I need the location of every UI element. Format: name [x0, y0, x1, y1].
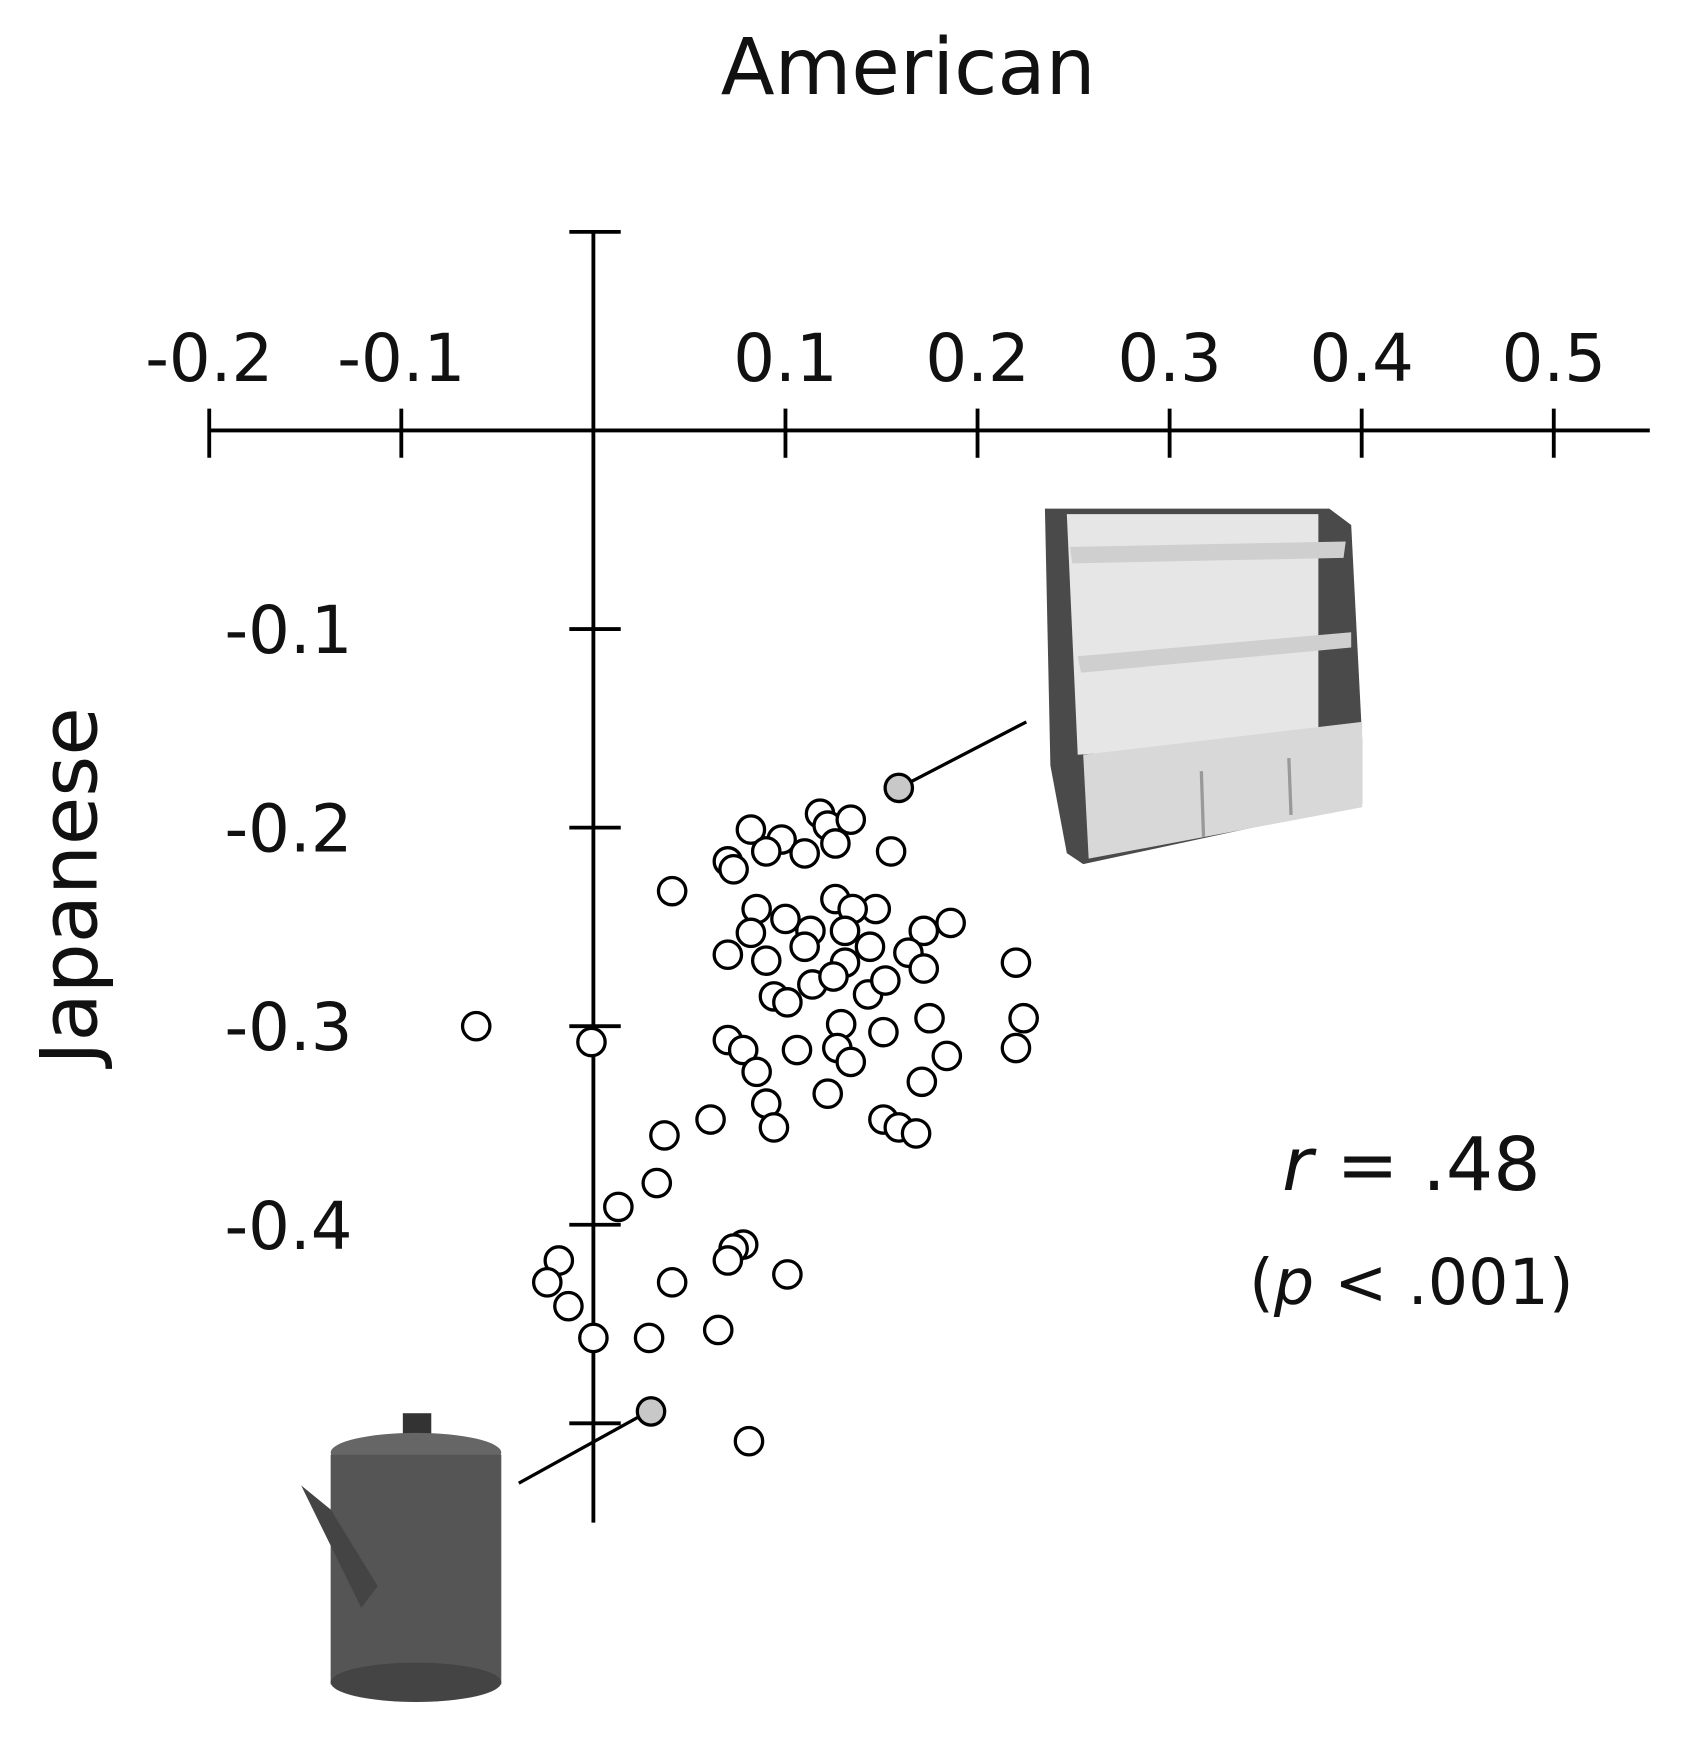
- point: [553, 1290, 584, 1322]
- point: [914, 1002, 945, 1034]
- y-tick-label: -0.1: [225, 593, 353, 669]
- point: [649, 1120, 680, 1151]
- point: [635, 1396, 667, 1427]
- point: [906, 1066, 938, 1098]
- point: [812, 1078, 844, 1110]
- point: [935, 907, 966, 939]
- points: [460, 772, 1039, 1457]
- y-tick-label: -0.3: [225, 990, 353, 1066]
- point: [576, 1026, 607, 1058]
- point: [781, 1034, 813, 1066]
- point: [908, 953, 940, 984]
- point: [1000, 947, 1032, 978]
- y-tick-label: -0.4: [225, 1189, 353, 1265]
- y-tick-label: -0.2: [225, 792, 353, 868]
- point: [460, 1010, 492, 1042]
- point: [908, 915, 940, 947]
- point: [712, 939, 744, 971]
- point: [789, 931, 820, 963]
- point: [603, 1191, 634, 1223]
- point: [789, 838, 820, 869]
- point: [1000, 1032, 1032, 1064]
- point: [735, 917, 767, 949]
- point: [854, 931, 886, 963]
- y-axis-title: Japanese: [24, 707, 116, 1070]
- point: [702, 1314, 734, 1346]
- x-tick-label: 0.1: [733, 321, 837, 397]
- point: [718, 853, 749, 885]
- teapot-image: [301, 1413, 643, 1702]
- point: [578, 1322, 609, 1354]
- point: [835, 1046, 867, 1078]
- point: [772, 987, 803, 1018]
- point: [900, 1118, 932, 1149]
- x-tick-label: 0.3: [1117, 321, 1221, 397]
- point: [772, 1259, 803, 1290]
- point: [820, 828, 851, 859]
- point: [818, 961, 849, 992]
- point: [531, 1267, 563, 1298]
- point: [829, 915, 861, 947]
- stat-open: (: [1249, 1245, 1274, 1319]
- x-tick-label: -0.2: [145, 321, 273, 397]
- point: [875, 836, 907, 867]
- point: [656, 875, 688, 907]
- point: [770, 903, 801, 935]
- stat-p: (p < .001): [1249, 1245, 1574, 1319]
- point: [633, 1322, 665, 1354]
- point: [727, 1034, 759, 1066]
- axes: -0.2 -0.1 0.1 0.2 0.3 0.4 0.5 -0.1 -0.2 -0.3 -0.4: [145, 229, 1650, 1523]
- x-axis-title: American: [721, 21, 1096, 113]
- point: [750, 945, 782, 976]
- point: [641, 1167, 673, 1199]
- x-tick-label: 0.2: [925, 321, 1029, 397]
- point: [656, 1267, 688, 1298]
- point: [931, 1040, 963, 1072]
- point: [758, 1112, 790, 1143]
- point: [733, 1425, 765, 1457]
- cabinet-image: [907, 508, 1363, 865]
- point: [750, 836, 782, 867]
- point: [712, 1245, 744, 1276]
- point: [883, 772, 915, 804]
- point: [870, 965, 901, 996]
- stat-value: < .001): [1314, 1245, 1573, 1319]
- stat-value: = .48: [1313, 1121, 1541, 1208]
- point: [695, 1104, 726, 1135]
- point: [741, 1056, 772, 1088]
- stat-r: r = .48: [1282, 1121, 1540, 1208]
- stat-symbol: p: [1273, 1245, 1314, 1319]
- point: [868, 1016, 899, 1048]
- point: [1008, 1002, 1039, 1034]
- stat-symbol: r: [1282, 1121, 1317, 1208]
- point: [735, 814, 767, 845]
- x-tick-label: 0.5: [1502, 321, 1606, 397]
- x-tick-label: 0.4: [1310, 321, 1414, 397]
- x-tick-label: -0.1: [337, 321, 465, 397]
- point: [835, 804, 867, 835]
